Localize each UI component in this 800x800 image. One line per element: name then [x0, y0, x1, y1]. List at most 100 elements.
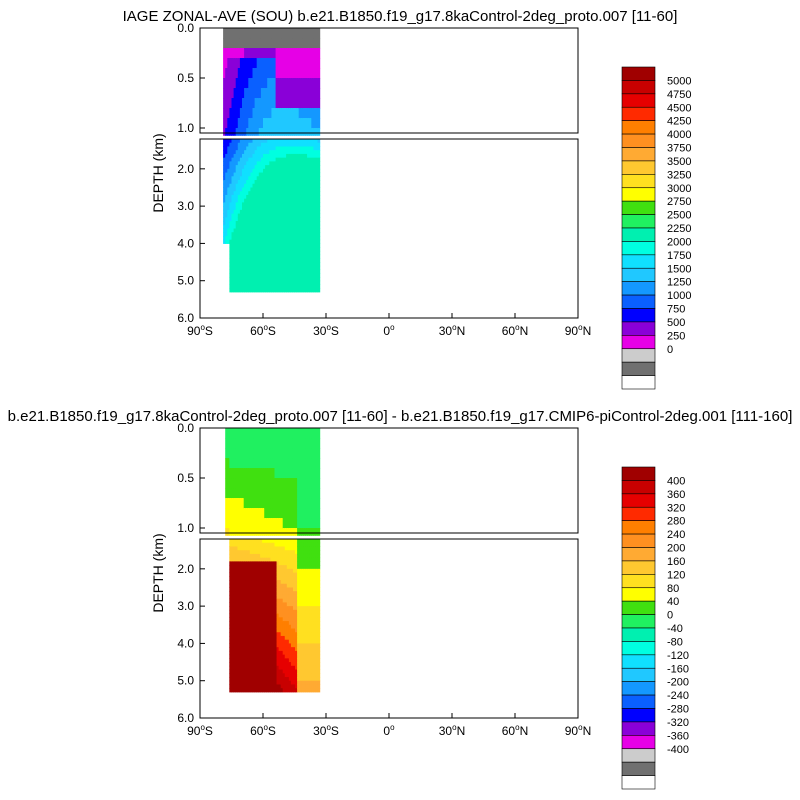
colorbar-label: 160: [667, 556, 685, 568]
field-cell: [258, 209, 262, 215]
field-cell: [305, 591, 308, 596]
field-cell: [242, 78, 245, 89]
field-cell: [233, 458, 236, 469]
field-cell: [301, 539, 304, 544]
field-cell: [241, 676, 245, 682]
colorbar-label: 1750: [667, 250, 691, 262]
field-cell: [233, 128, 237, 136]
field-cell: [280, 639, 284, 644]
field-cell: [256, 518, 259, 529]
field-cell: [317, 583, 321, 588]
field-cell: [250, 250, 253, 256]
field-cell: [262, 583, 265, 588]
field-cell: [233, 609, 236, 615]
field-cell: [241, 576, 245, 581]
field-cell: [235, 468, 239, 479]
field-cell: [265, 280, 268, 285]
field-cell: [237, 243, 241, 248]
field-cell: [272, 438, 276, 449]
field-cell: [239, 194, 243, 200]
field-cell: [300, 209, 304, 215]
field-cell: [309, 269, 312, 274]
field-cell: [292, 617, 296, 622]
field-cell: [292, 168, 295, 174]
field-cell: [269, 153, 272, 159]
field-cell: [237, 273, 241, 278]
colorbar-label: 200: [667, 543, 685, 555]
field-cell: [271, 187, 274, 192]
field-cell: [242, 150, 245, 155]
field-cell: [260, 458, 263, 469]
field-cell: [252, 176, 256, 181]
field-cell: [307, 609, 310, 615]
field-cell: [288, 518, 292, 529]
field-cell: [307, 468, 310, 479]
field-cell: [269, 258, 272, 263]
field-cell: [277, 280, 281, 285]
field-cell: [292, 542, 296, 547]
field-cell: [258, 128, 262, 136]
field-cell: [239, 632, 243, 637]
field-cell: [267, 146, 270, 151]
field-cell: [278, 617, 282, 622]
field-cell: [298, 172, 302, 177]
field-cell: [280, 580, 284, 585]
field-cell: [275, 78, 279, 89]
field-cell: [266, 565, 269, 570]
field-cell: [270, 665, 273, 671]
field-cell: [313, 191, 316, 196]
field-cell: [256, 576, 259, 581]
field-cell: [235, 98, 239, 109]
field-cell: [242, 172, 245, 177]
field-cell: [231, 583, 234, 588]
field-cell: [290, 172, 293, 177]
field-cell: [266, 598, 269, 603]
field-cell: [292, 680, 296, 685]
field-cell: [286, 98, 289, 109]
field-cell: [225, 150, 228, 155]
field-cell: [246, 202, 249, 207]
field-cell: [294, 157, 298, 162]
field-cell: [239, 150, 243, 155]
field-cell: [233, 468, 236, 479]
field-cell: [237, 539, 241, 544]
field-cell: [294, 165, 298, 170]
field-cell: [229, 254, 232, 259]
field-cell: [256, 280, 260, 285]
field-cell: [233, 557, 236, 562]
field-cell: [235, 680, 239, 685]
field-cell: [288, 150, 291, 155]
field-cell: [265, 232, 268, 237]
field-cell: [244, 262, 247, 267]
field-cell: [246, 273, 249, 278]
field-cell: [294, 98, 298, 109]
field-cell: [248, 108, 251, 119]
field-cell: [290, 280, 293, 285]
field-cell: [272, 553, 276, 559]
field-cell: [297, 546, 300, 551]
field-cell: [249, 617, 253, 622]
field-cell: [284, 88, 287, 99]
field-cell: [243, 680, 247, 685]
field-cell: [290, 161, 293, 166]
field-cell: [241, 539, 245, 544]
field-cell: [260, 658, 263, 663]
field-cell: [263, 276, 266, 282]
field-cell: [288, 542, 292, 547]
field-cell: [299, 528, 302, 536]
field-cell: [295, 458, 298, 469]
field-cell: [264, 617, 267, 622]
field-cell: [311, 478, 315, 489]
field-cell: [290, 146, 293, 151]
field-cell: [290, 498, 294, 509]
field-cell: [300, 213, 304, 218]
field-cell: [313, 428, 317, 439]
field-cell: [243, 628, 247, 633]
field-cell: [248, 262, 251, 267]
field-cell: [258, 206, 262, 211]
field-cell: [256, 243, 260, 248]
field-cell: [286, 258, 289, 263]
field-cell: [233, 118, 237, 129]
field-cell: [235, 684, 239, 689]
field-cell: [233, 546, 236, 551]
